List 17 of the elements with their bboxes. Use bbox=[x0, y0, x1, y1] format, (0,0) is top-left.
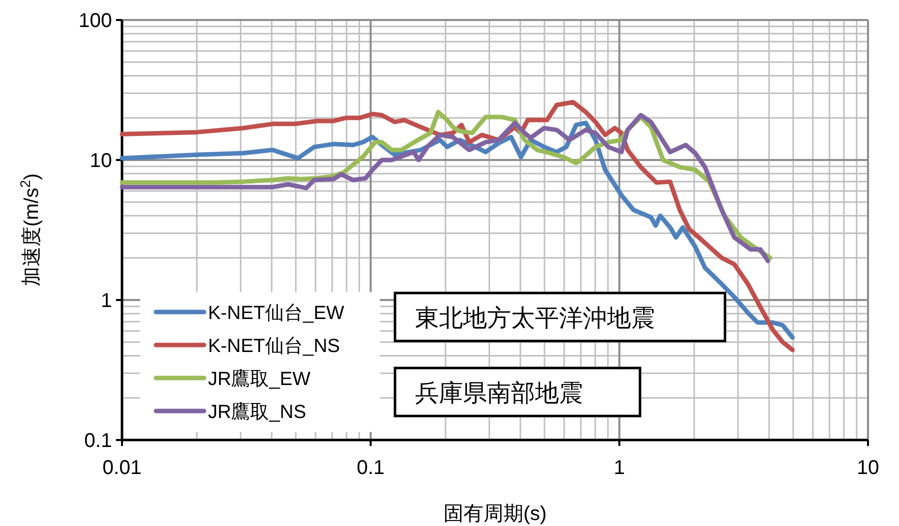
legend-label: K-NET仙台_NS bbox=[208, 336, 340, 357]
legend-label: K-NET仙台_EW bbox=[208, 303, 344, 324]
y-tick-label: 10 bbox=[90, 150, 112, 172]
legend-label: JR鷹取_EW bbox=[208, 368, 310, 390]
x-axis-title: 固有周期(s) bbox=[443, 503, 547, 525]
x-tick-label: 0.01 bbox=[102, 457, 142, 479]
annotation: 東北地方太平洋沖地震 bbox=[394, 292, 726, 342]
annotation: 兵庫県南部地震 bbox=[415, 380, 583, 407]
x-tick-label: 10 bbox=[856, 457, 880, 479]
y-tick-label: 0.1 bbox=[84, 430, 112, 452]
x-tick-label: 1 bbox=[614, 457, 625, 479]
annotation: 兵庫県南部地震 bbox=[394, 366, 642, 418]
y-tick-label: 1 bbox=[100, 290, 112, 312]
legend-label: JR鷹取_NS bbox=[208, 401, 306, 423]
annotation: 東北地方太平洋沖地震 bbox=[415, 305, 655, 332]
y-tick-label: 100 bbox=[78, 10, 112, 32]
x-tick-label: 0.1 bbox=[356, 457, 385, 479]
